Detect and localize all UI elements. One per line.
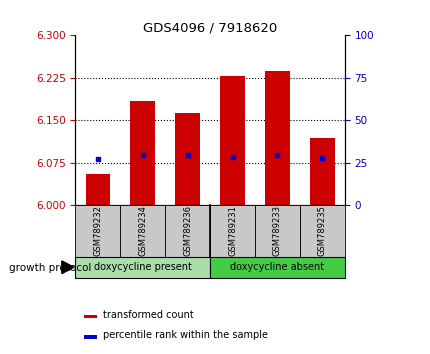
Bar bbox=[130, 101, 155, 205]
Bar bbox=[299, 205, 344, 257]
Bar bbox=[85, 174, 110, 205]
Bar bbox=[210, 257, 344, 278]
Text: GSM789236: GSM789236 bbox=[183, 205, 192, 257]
Text: GSM789232: GSM789232 bbox=[93, 206, 102, 256]
Title: GDS4096 / 7918620: GDS4096 / 7918620 bbox=[143, 21, 276, 34]
Text: doxycycline present: doxycycline present bbox=[94, 262, 191, 272]
Text: GSM789231: GSM789231 bbox=[227, 206, 236, 256]
Text: GSM789235: GSM789235 bbox=[317, 206, 326, 256]
Text: growth protocol: growth protocol bbox=[9, 263, 91, 273]
Text: GSM789233: GSM789233 bbox=[272, 205, 281, 257]
Bar bbox=[75, 205, 120, 257]
Text: percentile rank within the sample: percentile rank within the sample bbox=[102, 330, 267, 340]
Polygon shape bbox=[62, 261, 74, 274]
Text: doxycycline absent: doxycycline absent bbox=[230, 262, 324, 272]
Bar bbox=[175, 113, 200, 205]
Bar bbox=[255, 205, 299, 257]
Bar bbox=[84, 335, 97, 339]
Bar bbox=[220, 76, 244, 205]
Bar bbox=[120, 205, 165, 257]
Bar bbox=[210, 205, 255, 257]
Bar bbox=[75, 257, 210, 278]
Bar bbox=[165, 205, 210, 257]
Text: GSM789234: GSM789234 bbox=[138, 206, 147, 256]
Bar bbox=[84, 314, 97, 318]
Bar bbox=[264, 71, 289, 205]
Text: transformed count: transformed count bbox=[102, 310, 193, 320]
Bar bbox=[309, 138, 334, 205]
